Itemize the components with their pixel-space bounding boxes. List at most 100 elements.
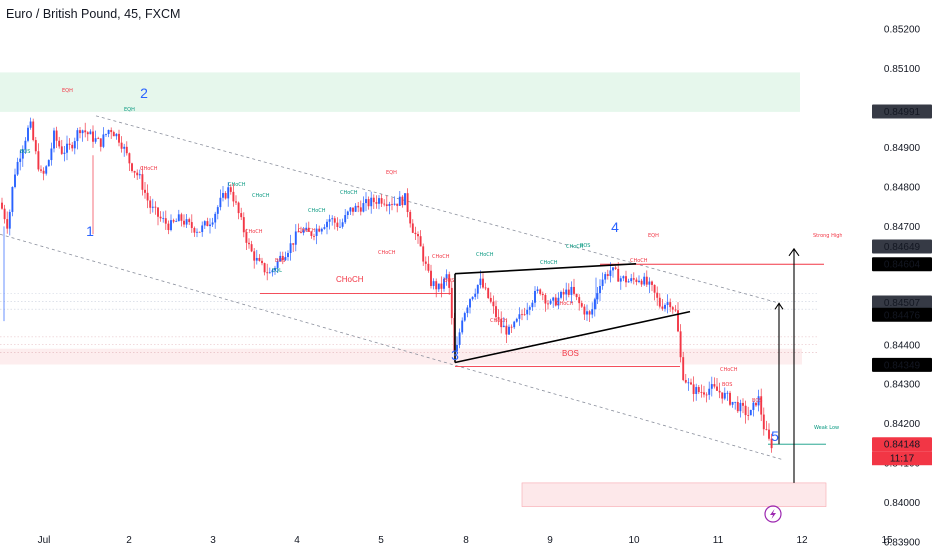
x-tick-label-1: 2 <box>126 535 132 546</box>
candle-127 <box>331 215 334 226</box>
candle-body-32 <box>84 130 87 133</box>
candle-body-173 <box>450 287 453 319</box>
candle-192 <box>500 311 503 334</box>
candle-body-232 <box>604 274 607 280</box>
candle-265 <box>690 378 692 385</box>
candle-body-149 <box>388 203 391 206</box>
candle-187 <box>487 287 490 300</box>
candle-124 <box>323 224 326 230</box>
candle-2 <box>6 211 9 234</box>
candle-body-124 <box>323 227 326 229</box>
price-label-bg-5 <box>872 357 932 372</box>
candle-body-38 <box>99 138 102 147</box>
candle-83 <box>216 205 219 220</box>
candle-202 <box>526 302 529 321</box>
candle-224 <box>583 304 586 321</box>
price-label-bg-1 <box>872 239 932 254</box>
candle-41 <box>107 129 110 138</box>
candle-96 <box>250 240 253 253</box>
target-arrow-short-head <box>774 302 784 310</box>
price-label-text-2: 0.84604 <box>884 260 921 271</box>
smc-label-12: EQL <box>272 268 282 274</box>
candle-body-178 <box>463 313 466 321</box>
candle-body-273 <box>710 384 713 389</box>
price-label-bg-2 <box>872 257 932 272</box>
candle-209 <box>544 293 547 312</box>
candle-59 <box>154 201 157 215</box>
candle-body-213 <box>554 297 557 306</box>
candle-250 <box>651 280 653 292</box>
candle-272 <box>708 381 711 400</box>
candle-body-244 <box>635 279 638 283</box>
candle-body-77 <box>201 225 204 233</box>
candle-252 <box>656 286 659 306</box>
smc-label-16: CHoCH <box>476 252 494 258</box>
candle-body-11 <box>29 121 32 128</box>
candle-body-141 <box>367 199 370 207</box>
candle-243 <box>632 272 635 285</box>
candle-89 <box>232 183 235 207</box>
candle-165 <box>430 264 432 289</box>
candle-body-181 <box>471 296 474 300</box>
candle-body-63 <box>164 218 167 224</box>
smc-label-19: CHoCH <box>490 318 508 324</box>
candle-body-66 <box>172 220 175 222</box>
y-tick-label-9: 0.84300 <box>884 380 921 391</box>
candle-body-76 <box>198 231 201 233</box>
candle-body-172 <box>448 274 451 288</box>
candle-body-193 <box>502 325 505 328</box>
candle-body-184 <box>479 278 482 285</box>
candle-7 <box>19 150 22 171</box>
candle-261 <box>679 324 682 363</box>
candle-body-164 <box>427 263 430 271</box>
supply-zone-top <box>0 72 800 112</box>
candle-body-54 <box>141 174 144 190</box>
candle-146 <box>380 194 383 207</box>
candle-body-102 <box>266 272 269 274</box>
candle-262 <box>682 351 685 382</box>
candle-body-272 <box>708 388 711 395</box>
candle-133 <box>346 210 349 219</box>
price-label-bg-6 <box>872 437 932 452</box>
candle-body-234 <box>609 270 612 276</box>
candle-151 <box>393 196 396 206</box>
candle-276 <box>718 382 721 399</box>
candle-35 <box>92 125 94 148</box>
smc-label-11: BOS <box>275 258 285 264</box>
candle-284 <box>739 399 742 418</box>
candle-body-171 <box>445 274 448 279</box>
candle-98 <box>255 249 258 265</box>
countdown-bg <box>872 451 932 466</box>
candle-body-225 <box>586 311 588 315</box>
candle-23 <box>60 139 63 156</box>
candle-body-207 <box>539 289 542 294</box>
candle-232 <box>604 271 607 284</box>
candle-220 <box>573 278 575 296</box>
smc-label-22: EQH <box>648 233 659 239</box>
candle-13 <box>34 136 37 155</box>
x-tick-label-4: 5 <box>378 535 384 546</box>
smc-label-15: BOS <box>444 278 454 284</box>
candle-body-195 <box>508 326 510 335</box>
candle-102 <box>266 263 269 281</box>
candle-21 <box>55 126 58 149</box>
candle-268 <box>697 385 700 395</box>
candle-101 <box>263 262 266 276</box>
wave-label-1: 1 <box>86 223 94 239</box>
candle-body-90 <box>235 201 237 203</box>
candle-179 <box>466 305 469 318</box>
candle-44 <box>115 133 118 140</box>
candle-264 <box>687 378 690 391</box>
candle-body-293 <box>762 414 765 430</box>
candle-body-221 <box>575 293 578 298</box>
candle-body-29 <box>76 130 79 142</box>
candle-body-56 <box>146 192 149 201</box>
candle-97 <box>253 248 256 269</box>
y-tick-label-12: 0.84000 <box>884 498 921 509</box>
candle-body-85 <box>222 193 224 198</box>
candle-body-123 <box>320 228 323 232</box>
candle-body-296 <box>770 438 773 449</box>
candle-body-257 <box>669 302 672 308</box>
candle-277 <box>721 392 724 404</box>
